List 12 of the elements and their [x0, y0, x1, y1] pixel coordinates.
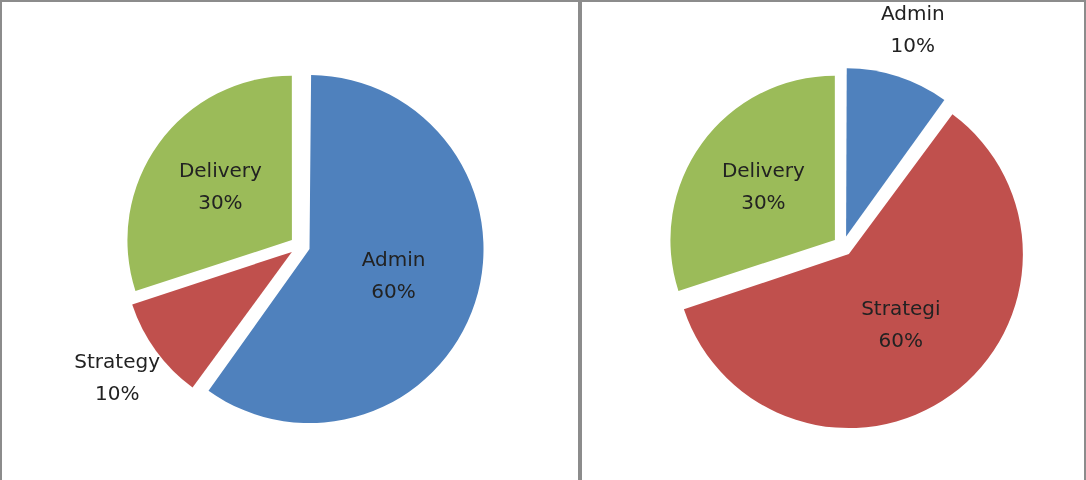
data-label: 30% — [198, 190, 243, 215]
data-label: 30% — [741, 190, 786, 215]
data-label: 10% — [890, 33, 936, 58]
slice-label: Delivery — [721, 158, 806, 183]
data-label: 10% — [94, 381, 140, 406]
data-label: 60% — [878, 327, 924, 352]
slice-label: Admin — [361, 246, 426, 271]
slice-label: Strategy — [74, 349, 161, 374]
slice-label: Delivery — [178, 158, 263, 183]
slice-label: Strategi — [861, 295, 941, 320]
slice-label: Admin — [880, 1, 945, 26]
data-label: 60% — [371, 278, 416, 303]
